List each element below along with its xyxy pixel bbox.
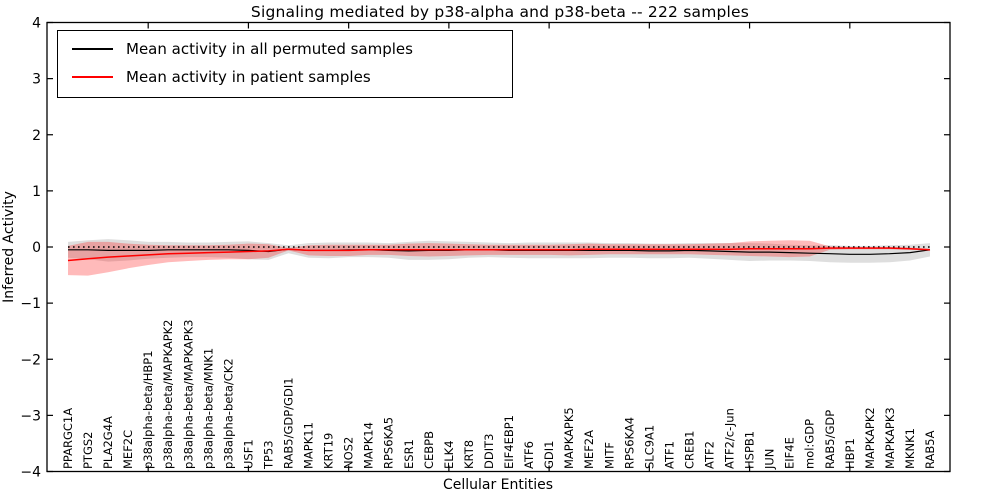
x-category-label: PLA2G4A bbox=[101, 416, 115, 469]
y-tick-label: 0 bbox=[32, 240, 41, 256]
x-category-label: PTGS2 bbox=[81, 432, 95, 470]
x-category-label: mol:GDP bbox=[803, 419, 817, 469]
x-category-labels: PPARGC1A PTGS2 PLA2G4A MEF2C p38alpha-beta/H… bbox=[61, 320, 937, 471]
legend-item-patient: Mean activity in patient samples bbox=[72, 68, 512, 86]
x-category-label: TP53 bbox=[262, 440, 276, 470]
x-category-label: KRT19 bbox=[322, 433, 336, 469]
x-category-label: p38alpha-beta/HBP1 bbox=[141, 350, 155, 469]
x-category-label: p38alpha-beta/MAPKAPK3 bbox=[181, 320, 195, 470]
x-category-label: MAPKAPK5 bbox=[562, 407, 576, 469]
x-category-label: USF1 bbox=[241, 439, 255, 469]
x-category-label: p38alpha-beta/MNK1 bbox=[201, 348, 215, 469]
x-category-label: ATF1 bbox=[662, 441, 676, 469]
y-tick-label: 4 bbox=[32, 16, 41, 32]
chart-title: Signaling mediated by p38-alpha and p38-… bbox=[250, 3, 750, 21]
legend: Mean activity in all permuted samples Me… bbox=[57, 30, 513, 98]
x-category-label: MAPKAPK3 bbox=[883, 407, 897, 469]
patient-mean-line bbox=[67, 247, 931, 262]
x-category-label: MEF2C bbox=[121, 430, 135, 469]
y-tick-label: −3 bbox=[20, 408, 41, 424]
x-category-label: p38alpha-beta/MAPKAPK2 bbox=[161, 320, 175, 470]
x-category-label: HSPB1 bbox=[743, 431, 757, 469]
y-tick-label: 2 bbox=[32, 128, 41, 144]
x-category-label: GDI1 bbox=[542, 441, 556, 469]
x-category-label: NOS2 bbox=[342, 437, 356, 469]
x-category-label: MAPK14 bbox=[362, 422, 376, 469]
x-category-label: RPS6KA5 bbox=[382, 417, 396, 469]
legend-item-permuted: Mean activity in all permuted samples bbox=[72, 40, 512, 58]
y-tick-label: −2 bbox=[20, 352, 41, 368]
x-category-label: MITF bbox=[602, 442, 616, 469]
x-category-label: DDIT3 bbox=[482, 434, 496, 469]
x-category-label: ESR1 bbox=[402, 439, 416, 469]
legend-line-permuted-icon bbox=[72, 48, 113, 50]
y-axis-ticks: 4 3 2 1 0 −1 −2 −3 −4 bbox=[20, 16, 950, 481]
x-category-label: RAB5/GDP/GDI1 bbox=[282, 377, 296, 469]
x-category-label: HBP1 bbox=[843, 438, 857, 469]
x-axis-ticks bbox=[147, 22, 851, 472]
legend-line-patient-icon bbox=[72, 76, 113, 78]
permuted-std-band bbox=[68, 239, 930, 263]
x-category-label: CEBPB bbox=[422, 431, 436, 469]
x-category-label: CREB1 bbox=[682, 431, 696, 470]
x-category-label: RAB5A bbox=[923, 430, 937, 469]
x-category-label: RAB5/GDP bbox=[823, 410, 837, 469]
x-category-label: RPS6KA4 bbox=[622, 417, 636, 469]
x-category-label: MKNK1 bbox=[903, 428, 917, 469]
legend-item-patient-label: Mean activity in patient samples bbox=[126, 68, 371, 86]
x-category-label: KRT8 bbox=[462, 440, 476, 469]
x-category-label: ELK4 bbox=[442, 440, 456, 469]
y-tick-label: 3 bbox=[32, 72, 41, 88]
x-category-label: ATF2/c-Jun bbox=[723, 408, 737, 469]
axes-frame bbox=[46, 21, 951, 473]
y-tick-label: −4 bbox=[20, 465, 41, 481]
x-category-label: PPARGC1A bbox=[61, 408, 75, 469]
x-category-label: ATF2 bbox=[703, 441, 717, 469]
x-category-label: EIF4E bbox=[783, 437, 797, 469]
x-category-label: MAPK11 bbox=[302, 422, 316, 469]
y-tick-label: 1 bbox=[32, 184, 41, 200]
x-category-label: MEF2A bbox=[582, 430, 596, 469]
x-category-label: SLC9A1 bbox=[642, 425, 656, 469]
x-category-label: MAPKAPK2 bbox=[863, 407, 877, 469]
x-category-label: p38alpha-beta/CK2 bbox=[221, 358, 235, 469]
x-axis-label: Cellular Entities bbox=[442, 477, 554, 493]
x-category-label: EIF4EBP1 bbox=[502, 415, 516, 469]
x-category-label: ATF6 bbox=[522, 441, 536, 469]
y-tick-label: −1 bbox=[20, 296, 41, 312]
legend-item-permuted-label: Mean activity in all permuted samples bbox=[126, 40, 413, 58]
y-axis-label: Inferred Activity bbox=[1, 191, 17, 303]
x-category-label: JUN bbox=[763, 449, 777, 470]
